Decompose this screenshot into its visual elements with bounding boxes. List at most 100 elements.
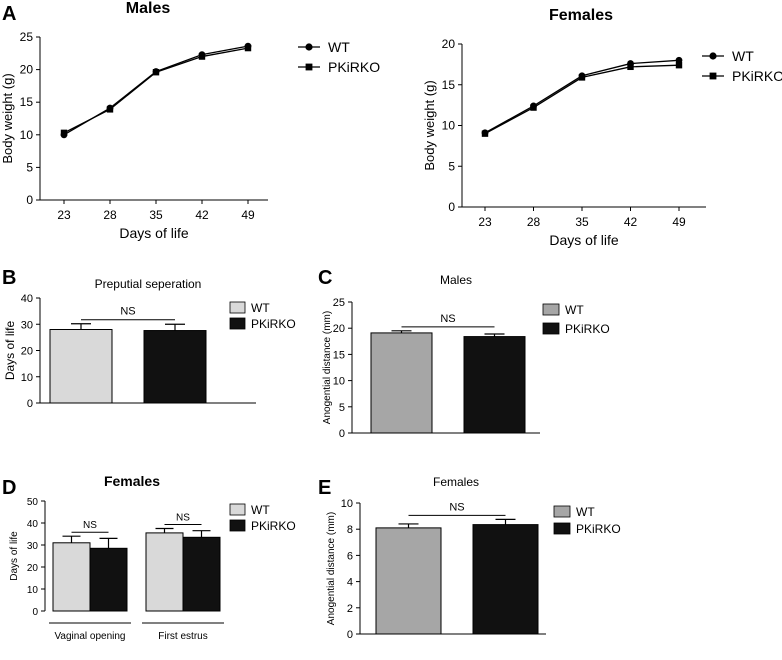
legend-label: PKiRKO	[565, 322, 610, 336]
significance-label: NS	[120, 306, 135, 318]
y-tick-label: 10	[333, 376, 345, 388]
bar-wt	[49, 329, 113, 404]
panel-label-d: D	[2, 477, 16, 499]
legend-label: WT	[576, 505, 595, 519]
data-point-pkirko	[106, 106, 114, 113]
legend-label: WT	[565, 303, 584, 317]
legend-label: WT	[732, 48, 754, 64]
chart-title: Females	[433, 475, 479, 489]
x-tick-label: 49	[241, 208, 255, 222]
y-tick-label: 0	[27, 398, 33, 410]
y-tick-label: 15	[442, 78, 456, 92]
bar-wt	[375, 527, 442, 635]
data-point-pkirko	[60, 129, 68, 137]
y-axis-label: Anogential distance (mm)	[326, 512, 337, 625]
significance-label: NS	[449, 501, 464, 513]
legend-swatch-wt	[542, 303, 560, 316]
bar-chart-e: Females 0 2 4 6 8 10 Anogential distance (mm) NS…	[326, 475, 621, 641]
y-tick-label: 10	[442, 119, 456, 133]
y-tick-label: 5	[339, 402, 345, 414]
y-axis-label: Days of life	[9, 531, 20, 581]
y-tick-label: 10	[20, 128, 34, 142]
y-tick-label: 0	[448, 200, 455, 214]
x-axis-label: Days of life	[549, 232, 618, 248]
data-point-pkirko	[198, 53, 206, 60]
series-line-pkirko	[63, 47, 249, 134]
data-point-pkirko	[244, 44, 252, 52]
line-chart-a1: Males 0 5 10 15 20 25 Body weight (g) 23 28 35 42 49…	[0, 0, 380, 241]
legend-swatch-wt	[229, 503, 246, 516]
x-tick-label: 42	[195, 208, 209, 222]
y-axis-label: Body weight (g)	[0, 73, 15, 163]
legend-label: PKiRKO	[576, 522, 621, 536]
series-line-wt	[484, 59, 680, 134]
significance-label: NS	[176, 513, 190, 524]
data-point-pkirko	[627, 63, 634, 71]
panel-label-e: E	[318, 477, 331, 499]
y-tick-label: 10	[27, 585, 39, 596]
bar-wt	[370, 332, 433, 434]
x-tick-label: 23	[478, 215, 492, 229]
chart-title: Females	[549, 7, 613, 24]
bar-wt	[145, 532, 184, 612]
bar-pkirko	[143, 330, 207, 404]
y-tick-label: 10	[341, 498, 353, 510]
y-tick-label: 30	[21, 319, 33, 331]
legend-label: PKiRKO	[251, 317, 296, 331]
y-axis-label: Days of life	[3, 320, 17, 380]
panel-label-a: A	[2, 3, 16, 25]
legend-marker	[305, 43, 313, 51]
x-tick-label: 28	[527, 215, 541, 229]
x-tick-label: 49	[672, 215, 686, 229]
category-label: First estrus	[158, 631, 207, 642]
chart-title: Preputial seperation	[95, 277, 202, 291]
data-point-pkirko	[152, 69, 160, 76]
x-tick-label: 35	[149, 208, 163, 222]
series-line-wt	[63, 45, 249, 136]
significance-label: NS	[83, 520, 97, 531]
chart-title: Males	[126, 0, 171, 17]
legend-label: WT	[251, 301, 270, 315]
legend-swatch-pkirko	[553, 522, 571, 535]
y-tick-label: 30	[27, 541, 39, 552]
y-tick-label: 25	[333, 297, 345, 309]
x-axis-label: Days of life	[119, 225, 188, 241]
y-tick-label: 0	[32, 607, 38, 618]
chart-title: Males	[440, 273, 472, 287]
bar-wt	[52, 542, 91, 612]
y-tick-label: 40	[27, 519, 39, 530]
y-tick-label: 20	[442, 37, 456, 51]
panel-label-c: C	[318, 267, 332, 289]
y-tick-label: 20	[333, 323, 345, 335]
y-tick-label: 10	[21, 372, 33, 384]
x-tick-label: 28	[103, 208, 117, 222]
legend-label: WT	[328, 39, 350, 55]
x-tick-label: 23	[57, 208, 71, 222]
legend-swatch-wt	[553, 505, 571, 518]
data-point-pkirko	[481, 130, 489, 137]
legend-marker	[709, 72, 717, 80]
bar-pkirko	[463, 336, 526, 434]
bar-chart-b: Preputial seperation 0 10 20 30 40 Days of lif…	[3, 277, 296, 410]
legend-swatch-pkirko	[229, 317, 246, 330]
x-tick-label: 35	[575, 215, 589, 229]
y-axis-label: Body weight (g)	[422, 80, 437, 170]
chart-title: Females	[104, 473, 160, 489]
y-tick-label: 0	[339, 428, 345, 440]
panel-label-b: B	[2, 267, 16, 289]
x-tick-label: 42	[624, 215, 638, 229]
y-tick-label: 15	[333, 349, 345, 361]
category-label: Vaginal opening	[55, 631, 126, 642]
legend-label: PKiRKO	[251, 519, 296, 533]
y-tick-label: 20	[21, 346, 33, 358]
y-axis-label: Anogential distance (mm)	[322, 311, 333, 424]
y-tick-label: 40	[21, 293, 33, 305]
bar-pkirko	[472, 524, 539, 635]
y-tick-label: 4	[347, 577, 353, 589]
y-tick-label: 0	[26, 193, 33, 207]
legend-swatch-wt	[229, 301, 246, 314]
data-point-pkirko	[675, 61, 683, 69]
legend-label: PKiRKO	[732, 68, 782, 84]
bar-pkirko	[182, 536, 221, 612]
